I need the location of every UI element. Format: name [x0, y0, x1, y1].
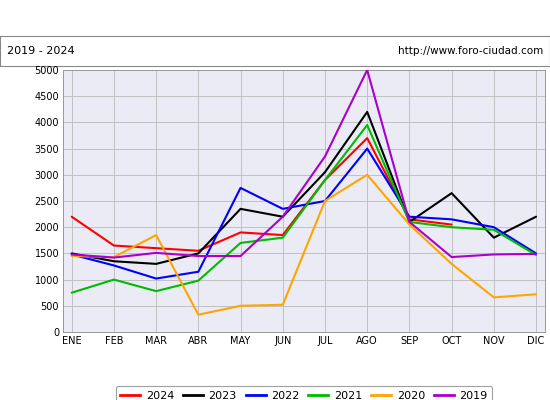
- Text: Evolucion Nº Turistas Nacionales en el municipio de Sahagún: Evolucion Nº Turistas Nacionales en el m…: [72, 12, 478, 24]
- Legend: 2024, 2023, 2022, 2021, 2020, 2019: 2024, 2023, 2022, 2021, 2020, 2019: [116, 386, 492, 400]
- Text: 2019 - 2024: 2019 - 2024: [7, 46, 74, 56]
- Text: http://www.foro-ciudad.com: http://www.foro-ciudad.com: [398, 46, 543, 56]
